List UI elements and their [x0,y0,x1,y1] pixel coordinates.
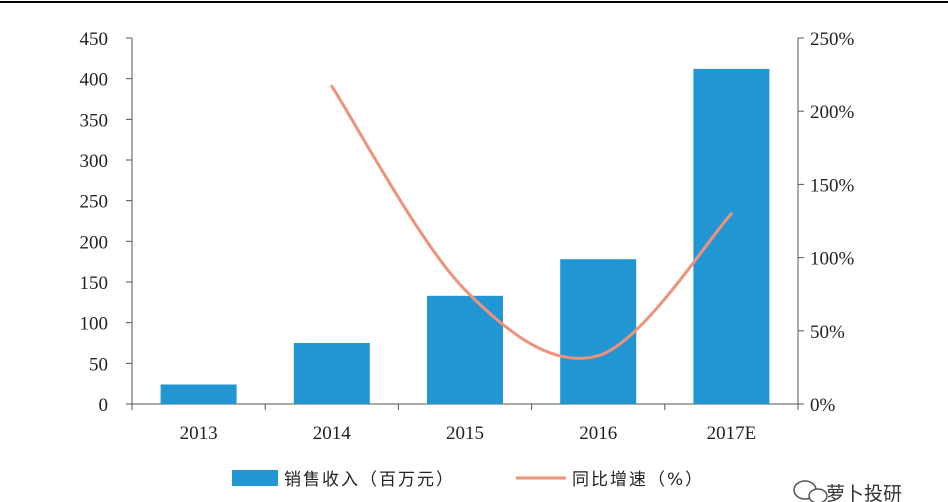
bar-series [160,68,770,404]
legend-swatch-bar [232,470,278,486]
wechat-icon [793,480,828,502]
right-tick-label: 50% [810,322,845,343]
left-tick-label: 150 [80,273,109,294]
right-axis: 0% 50% 100% 150% 200% 250% [797,29,855,416]
left-axis: 0 50 100 150 200 250 300 350 400 450 [80,29,133,416]
legend-label-bar: 销售收入（百万元） [284,470,455,490]
right-tick-label: 0% [810,395,836,416]
growth-line [330,84,733,360]
left-tick-label: 50 [89,354,108,375]
right-tick-label: 250% [810,29,855,50]
right-tick-label: 200% [810,102,855,123]
watermark-text: 萝卜投研 [826,483,902,502]
line-series [330,84,733,360]
legend-label-line: 同比增速（%） [572,470,704,490]
left-tick-label: 100 [80,314,109,335]
x-tick-label: 2013 [180,423,218,444]
left-tick-label: 250 [80,192,109,213]
watermark: 萝卜投研 [793,480,902,502]
right-tick-label: 100% [810,249,855,270]
bar [693,68,770,404]
legend: 销售收入（百万元） 同比增速（%） [232,470,704,490]
x-tick-label: 2016 [579,423,617,444]
x-tick-label: 2017E [707,423,757,444]
bar [293,343,370,404]
x-tick-label: 2015 [446,423,484,444]
left-tick-label: 400 [80,70,109,91]
bar [560,259,637,404]
left-tick-label: 350 [80,110,109,131]
left-tick-label: 300 [80,151,109,172]
left-tick-label: 450 [80,29,109,50]
left-tick-label: 0 [99,395,109,416]
left-tick-label: 200 [80,232,109,253]
bar [160,384,237,404]
bar [427,295,503,404]
x-axis: 2013 2014 2015 2016 2017E [131,403,799,444]
x-tick-label: 2014 [313,423,352,444]
right-tick-label: 150% [810,175,855,196]
